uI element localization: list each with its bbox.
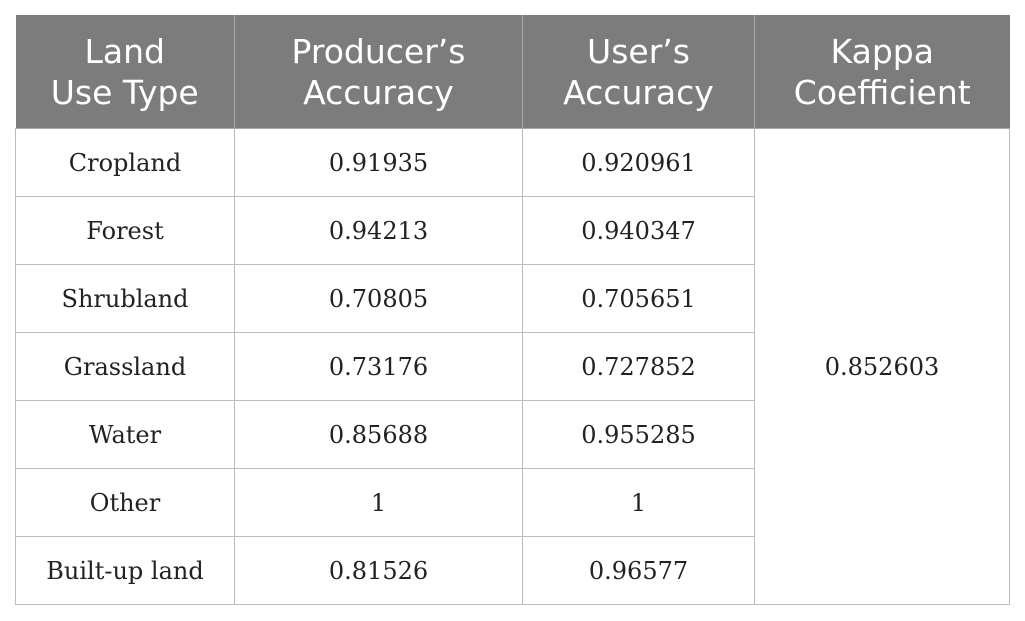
header-producers-accuracy-line-1: Producer’s	[291, 31, 466, 71]
header-producers-accuracy-line-2: Accuracy	[303, 72, 454, 112]
cell-land-use-type: Water	[15, 400, 235, 469]
cell-users-accuracy: 0.955285	[522, 400, 755, 469]
table-row: Shrubland 0.70805 0.705651	[15, 264, 1010, 333]
header-users-accuracy-line-2: Accuracy	[563, 72, 714, 112]
table-row: Grassland 0.73176 0.727852	[15, 332, 1010, 401]
cell-producers-accuracy: 0.91935	[234, 128, 523, 197]
table-row: Forest 0.94213 0.940347	[15, 196, 1010, 265]
table-header: Land Use Type Producer’s Accuracy User’s…	[15, 15, 1010, 129]
table-row: Water 0.85688 0.955285	[15, 400, 1010, 469]
cell-users-accuracy: 0.96577	[522, 536, 755, 605]
header-land-use-type: Land Use Type	[15, 15, 235, 129]
cell-land-use-type: Shrubland	[15, 264, 235, 333]
header-land-use-type-line-2: Use Type	[50, 72, 199, 112]
table-row: Cropland 0.91935 0.920961 0.852603	[15, 128, 1010, 605]
cell-land-use-type: Grassland	[15, 332, 235, 401]
cell-producers-accuracy: 0.94213	[234, 196, 523, 265]
table-row: Built-up land 0.81526 0.96577	[15, 536, 1010, 605]
header-kappa-coefficient-line-1: Kappa	[830, 31, 934, 71]
cell-producers-accuracy: 0.73176	[234, 332, 523, 401]
table-row: Other 1 1	[15, 468, 1010, 537]
cell-producers-accuracy: 0.81526	[234, 536, 523, 605]
cell-land-use-type: Built-up land	[15, 536, 235, 605]
cell-users-accuracy: 1	[522, 468, 755, 537]
cell-users-accuracy: 0.940347	[522, 196, 755, 265]
cell-producers-accuracy: 0.85688	[234, 400, 523, 469]
header-users-accuracy-line-1: User’s	[587, 31, 690, 71]
header-row: Land Use Type Producer’s Accuracy User’s…	[15, 15, 1010, 129]
header-producers-accuracy: Producer’s Accuracy	[234, 15, 523, 129]
cell-land-use-type: Forest	[15, 196, 235, 265]
cell-kappa-coefficient: 0.852603	[754, 128, 1010, 605]
header-land-use-type-line-1: Land	[84, 31, 165, 71]
cell-users-accuracy: 0.705651	[522, 264, 755, 333]
cell-land-use-type: Cropland	[15, 128, 235, 197]
cell-land-use-type: Other	[15, 468, 235, 537]
cell-users-accuracy: 0.727852	[522, 332, 755, 401]
header-kappa-coefficient-line-2: Coefficient	[793, 72, 971, 112]
table-body: Cropland 0.91935 0.920961 0.852603 Fores…	[15, 128, 1010, 605]
cell-producers-accuracy: 0.70805	[234, 264, 523, 333]
header-users-accuracy: User’s Accuracy	[522, 15, 755, 129]
cell-producers-accuracy: 1	[234, 468, 523, 537]
header-kappa-coefficient: Kappa Coefficient	[754, 15, 1010, 129]
cell-users-accuracy: 0.920961	[522, 128, 755, 197]
accuracy-table: Land Use Type Producer’s Accuracy User’s…	[15, 15, 1010, 605]
